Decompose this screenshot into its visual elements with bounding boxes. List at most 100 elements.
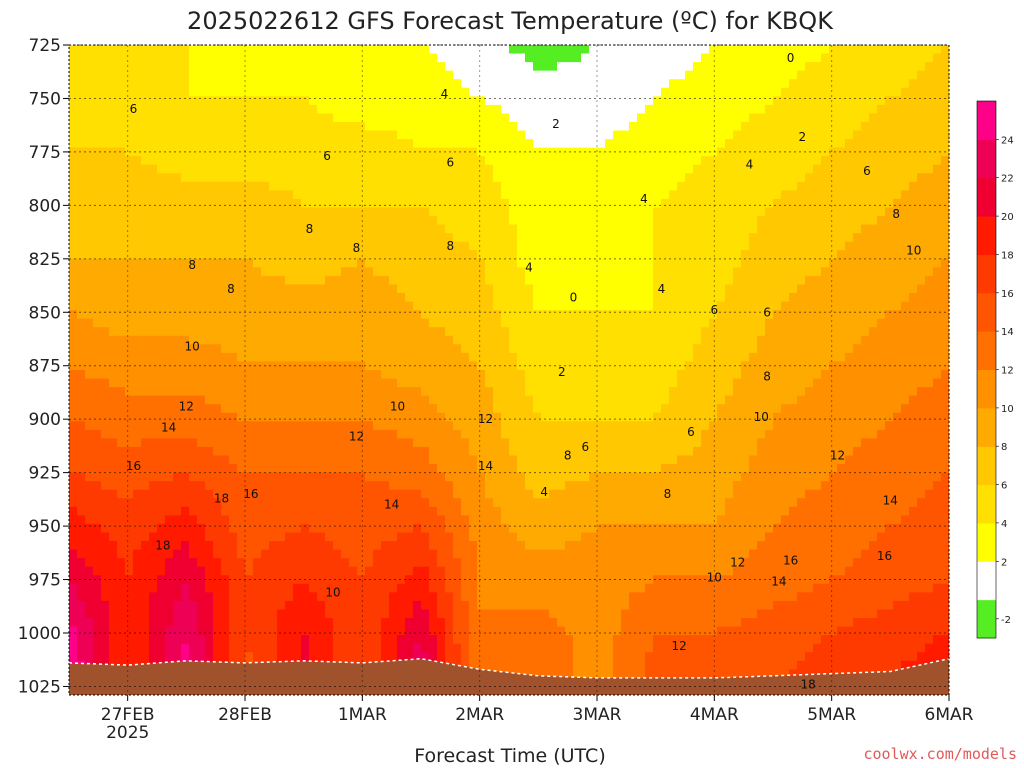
temperature-cell — [757, 173, 766, 183]
temperature-cell — [157, 233, 166, 243]
temperature-cell — [605, 293, 614, 303]
temperature-cell — [389, 335, 398, 345]
temperature-cell — [213, 224, 222, 234]
temperature-cell — [725, 164, 734, 174]
temperature-cell — [573, 198, 582, 209]
temperature-cell — [509, 318, 518, 328]
temperature-cell — [901, 241, 910, 251]
temperature-cell — [453, 318, 462, 328]
temperature-cell — [813, 62, 822, 72]
temperature-cell — [85, 121, 94, 132]
temperature-cell — [389, 164, 398, 174]
temperature-cell — [893, 216, 902, 226]
temperature-cell — [125, 190, 134, 200]
temperature-cell — [789, 301, 798, 311]
temperature-cell — [141, 421, 150, 431]
temperature-cell — [837, 233, 846, 243]
temperature-cell — [637, 45, 646, 55]
temperature-cell — [741, 62, 750, 72]
temperature-cell — [485, 224, 494, 234]
temperature-cell — [605, 207, 614, 217]
temperature-cell — [541, 387, 550, 397]
temperature-cell — [301, 96, 310, 106]
temperature-cell — [101, 173, 110, 183]
temperature-cell — [741, 301, 750, 311]
temperature-cell — [245, 412, 254, 422]
temperature-cell — [69, 53, 78, 63]
temperature-cell — [373, 45, 382, 55]
temperature-cell — [917, 318, 926, 328]
temperature-cell — [277, 241, 286, 251]
temperature-cell — [485, 370, 494, 380]
temperature-cell — [125, 404, 134, 414]
temperature-cell — [813, 181, 822, 191]
temperature-cell — [261, 421, 270, 431]
temperature-cell — [597, 361, 606, 371]
temperature-cell — [173, 198, 182, 209]
temperature-cell — [861, 173, 870, 183]
temperature-cell — [813, 164, 822, 174]
temperature-cell — [893, 352, 902, 363]
temperature-cell — [613, 250, 622, 260]
temperature-cell — [629, 370, 638, 380]
temperature-cell — [901, 275, 910, 286]
temperature-cell — [885, 327, 894, 337]
temperature-cell — [93, 87, 102, 97]
temperature-cell — [565, 370, 574, 380]
temperature-cell — [317, 318, 326, 328]
temperature-cell — [853, 233, 862, 243]
temperature-cell — [109, 241, 118, 251]
temperature-cell — [205, 139, 214, 149]
temperature-cell — [253, 121, 262, 132]
temperature-cell — [757, 139, 766, 149]
temperature-cell — [653, 45, 662, 55]
temperature-cell — [765, 156, 774, 166]
temperature-cell — [597, 173, 606, 183]
temperature-cell — [541, 352, 550, 363]
temperature-cell — [293, 147, 302, 157]
temperature-cell — [717, 139, 726, 149]
temperature-cell — [733, 121, 742, 132]
temperature-cell — [285, 233, 294, 243]
temperature-cell — [453, 147, 462, 157]
temperature-cell — [773, 113, 782, 123]
temperature-cell — [333, 173, 342, 183]
temperature-cell — [237, 53, 246, 63]
temperature-cell — [149, 62, 158, 72]
temperature-cell — [917, 121, 926, 132]
temperature-cell — [381, 258, 390, 268]
temperature-cell — [101, 404, 110, 414]
temperature-cell — [853, 121, 862, 132]
temperature-cell — [165, 310, 174, 320]
temperature-cell — [677, 250, 686, 260]
temperature-cell — [421, 275, 430, 286]
temperature-cell — [237, 378, 246, 388]
temperature-cell — [189, 173, 198, 183]
temperature-cell — [117, 164, 126, 174]
temperature-cell — [133, 370, 142, 380]
temperature-cell — [101, 156, 110, 166]
temperature-cell — [709, 361, 718, 371]
temperature-cell — [485, 207, 494, 217]
temperature-cell — [245, 62, 254, 72]
temperature-cell — [669, 70, 678, 80]
temperature-cell — [501, 250, 510, 260]
temperature-cell — [189, 96, 198, 106]
temperature-cell — [901, 387, 910, 397]
temperature-cell — [293, 395, 302, 405]
temperature-cell — [557, 387, 566, 397]
temperature-cell — [493, 156, 502, 166]
temperature-cell — [589, 310, 598, 320]
temperature-cell — [389, 318, 398, 328]
temperature-cell — [637, 250, 646, 260]
temperature-cell — [645, 139, 654, 149]
temperature-cell — [437, 156, 446, 166]
temperature-cell — [581, 301, 590, 311]
temperature-cell — [405, 284, 414, 294]
temperature-cell — [93, 198, 102, 209]
temperature-cell — [517, 395, 526, 405]
temperature-cell — [485, 96, 494, 106]
temperature-cell — [525, 233, 534, 243]
temperature-cell — [853, 241, 862, 251]
temperature-cell — [485, 156, 494, 166]
